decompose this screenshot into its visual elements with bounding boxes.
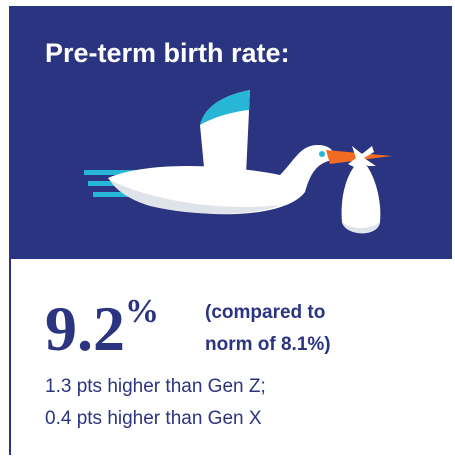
- stat: 9.2%: [45, 293, 159, 364]
- comparison: (compared to: [205, 302, 325, 323]
- note: 0.4 pts higher than Gen X: [45, 408, 262, 429]
- comparison: norm of 8.1%): [205, 334, 331, 355]
- note: 1.3 pts higher than Gen Z;: [45, 376, 266, 397]
- stat-value: 9.2: [45, 293, 125, 364]
- stat-unit: %: [125, 293, 159, 330]
- title: Pre-term birth rate:: [45, 38, 290, 68]
- infographic-card: Pre-term birth rate: 9.2% (compared to n…: [0, 0, 455, 461]
- left-rule: [9, 259, 11, 455]
